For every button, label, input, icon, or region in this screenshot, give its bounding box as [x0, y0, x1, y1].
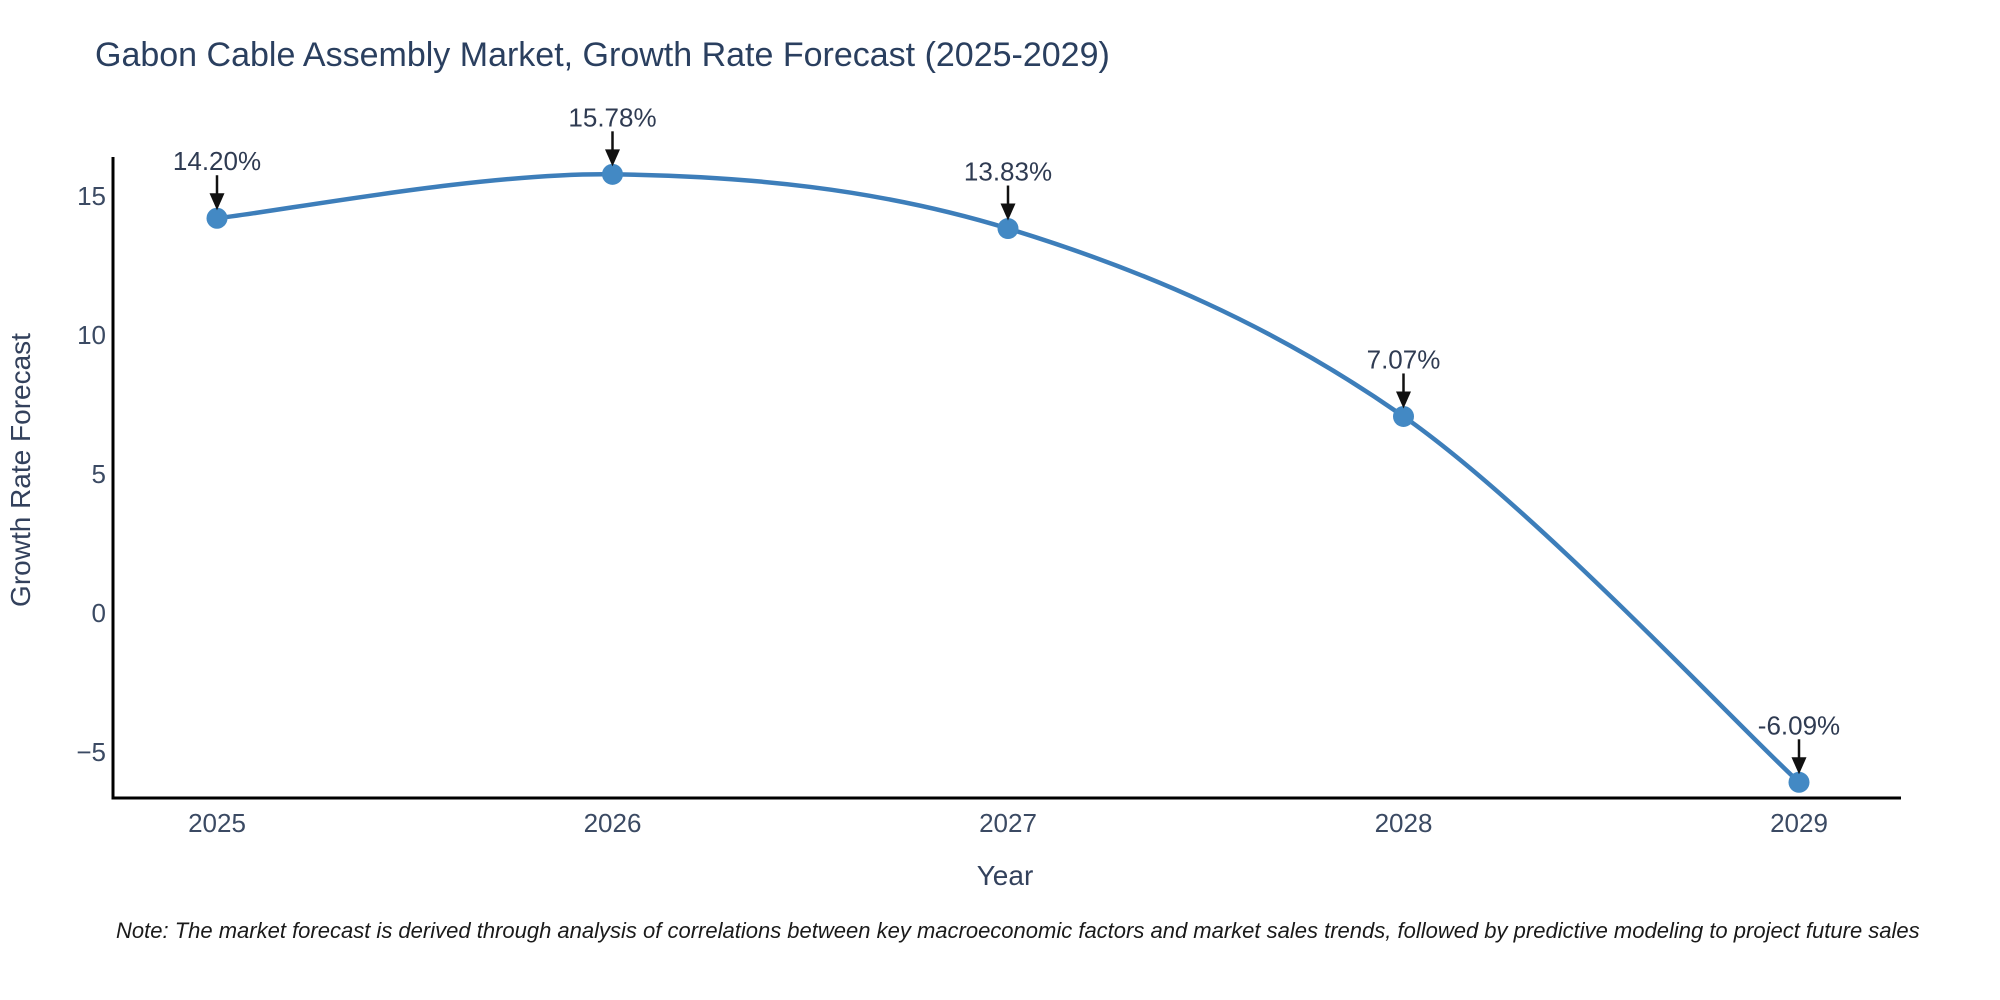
x-axis-title: Year — [977, 860, 1034, 891]
trend-line — [214, 172, 1802, 785]
x-tick-label: 2028 — [1375, 808, 1433, 838]
y-tick-label: 0 — [92, 598, 106, 628]
y-tick-label: 10 — [77, 320, 106, 350]
chart-layer: 15 10 5 0 −5 2025 2026 2027 2028 2029 14.20% 15.78%… — [76, 102, 1901, 838]
annotation-label: -6.09% — [1758, 710, 1840, 740]
data-point-marker — [997, 218, 1019, 240]
data-point-marker — [206, 207, 228, 229]
annotation-arrowhead-icon — [605, 149, 620, 167]
annotation-arrowhead-icon — [209, 193, 225, 211]
annotation-label: 13.83% — [964, 157, 1052, 187]
x-tick-label: 2025 — [188, 808, 246, 838]
data-point-marker — [1393, 405, 1414, 427]
footnote: Note: The market forecast is derived thr… — [116, 918, 1920, 943]
y-tick-label: −5 — [76, 737, 106, 767]
data-point-marker — [602, 163, 623, 185]
x-tick-label: 2029 — [1770, 808, 1828, 838]
chart-title: Gabon Cable Assembly Market, Growth Rate… — [95, 36, 1110, 74]
annotation-arrowhead-icon — [1000, 203, 1016, 221]
annotation-arrowhead-icon — [1791, 757, 1807, 775]
y-axis-title: Growth Rate Forecast — [5, 333, 36, 607]
annotation-label: 7.07% — [1367, 344, 1441, 374]
x-tick-label: 2026 — [584, 808, 642, 838]
annotation-arrowhead-icon — [1396, 391, 1411, 409]
data-point-marker — [1788, 771, 1810, 793]
y-tick-label: 15 — [77, 181, 106, 211]
x-tick-label: 2027 — [979, 808, 1037, 838]
annotation-label: 14.20% — [173, 146, 261, 176]
y-tick-label: 5 — [92, 459, 106, 489]
annotation-label: 15.78% — [568, 102, 656, 132]
